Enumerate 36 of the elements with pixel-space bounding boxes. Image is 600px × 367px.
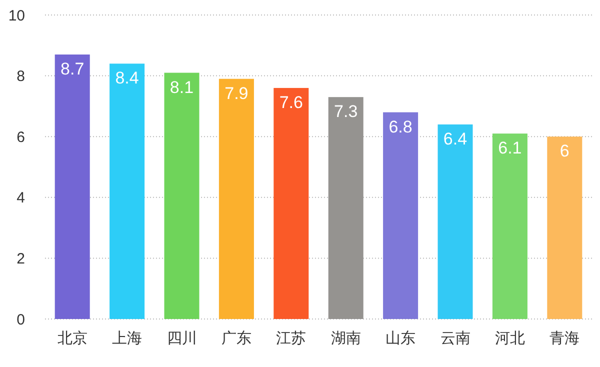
bar xyxy=(110,64,145,319)
bar xyxy=(164,72,200,319)
x-tick-label: 湖南 xyxy=(330,330,361,347)
x-tick-label: 四川 xyxy=(166,330,197,347)
x-tick-label: 广东 xyxy=(221,330,252,347)
x-tick-label: 上海 xyxy=(112,330,142,347)
bar xyxy=(328,97,364,319)
y-tick-label: 8 xyxy=(16,68,25,86)
bar xyxy=(438,124,473,319)
data-label: 8.7 xyxy=(60,60,84,79)
y-tick-label: 6 xyxy=(16,128,25,146)
bar xyxy=(547,136,582,319)
data-label: 8.4 xyxy=(115,68,139,88)
data-label: 8.1 xyxy=(170,78,194,97)
x-tick-label: 青海 xyxy=(550,330,580,347)
y-tick-label: 2 xyxy=(16,250,25,268)
bar xyxy=(492,134,528,319)
data-label: 7.9 xyxy=(224,84,248,103)
data-label: 7.3 xyxy=(334,102,358,122)
bar xyxy=(54,54,90,319)
bar xyxy=(274,88,309,319)
x-tick-label: 云南 xyxy=(440,330,470,347)
data-label: 6.8 xyxy=(388,117,412,136)
bar xyxy=(383,112,418,319)
x-tick-label: 山东 xyxy=(386,330,416,347)
data-label: 7.6 xyxy=(279,92,303,112)
x-tick-label: 江苏 xyxy=(276,330,306,347)
data-label: 6 xyxy=(560,142,570,161)
x-tick-label: 河北 xyxy=(494,330,525,347)
data-label: 6.1 xyxy=(498,138,522,158)
y-tick-label: 4 xyxy=(16,190,25,207)
y-tick-label: 0 xyxy=(16,311,25,328)
x-tick-label: 北京 xyxy=(57,330,88,347)
data-label: 6.4 xyxy=(443,129,468,148)
y-tick-label: 10 xyxy=(8,7,25,24)
bar xyxy=(218,78,254,319)
